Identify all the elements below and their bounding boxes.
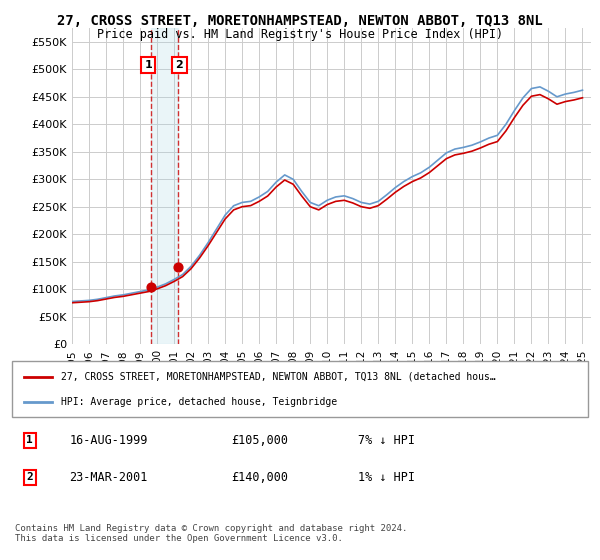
Bar (151, 28, 178, 344)
Point (173, 263, 183, 272)
FancyBboxPatch shape (12, 361, 588, 417)
Text: 1% ↓ HPI: 1% ↓ HPI (358, 471, 415, 484)
Text: 2: 2 (26, 472, 33, 482)
Point (146, 282, 155, 291)
Text: 7% ↓ HPI: 7% ↓ HPI (358, 434, 415, 447)
Text: 16-AUG-1999: 16-AUG-1999 (70, 434, 148, 447)
Text: 1: 1 (26, 435, 33, 445)
Text: Contains HM Land Registry data © Crown copyright and database right 2024.
This d: Contains HM Land Registry data © Crown c… (15, 524, 407, 543)
Text: £140,000: £140,000 (231, 471, 288, 484)
Text: 23-MAR-2001: 23-MAR-2001 (70, 471, 148, 484)
Text: HPI: Average price, detached house, Teignbridge: HPI: Average price, detached house, Teig… (61, 396, 337, 407)
Text: £105,000: £105,000 (231, 434, 288, 447)
Text: 27, CROSS STREET, MORETONHAMPSTEAD, NEWTON ABBOT, TQ13 8NL: 27, CROSS STREET, MORETONHAMPSTEAD, NEWT… (57, 14, 543, 28)
Text: 1: 1 (144, 60, 152, 70)
Text: 27, CROSS STREET, MORETONHAMPSTEAD, NEWTON ABBOT, TQ13 8NL (detached hous…: 27, CROSS STREET, MORETONHAMPSTEAD, NEWT… (61, 372, 496, 382)
Text: 2: 2 (175, 60, 183, 70)
Text: Price paid vs. HM Land Registry's House Price Index (HPI): Price paid vs. HM Land Registry's House … (97, 28, 503, 41)
